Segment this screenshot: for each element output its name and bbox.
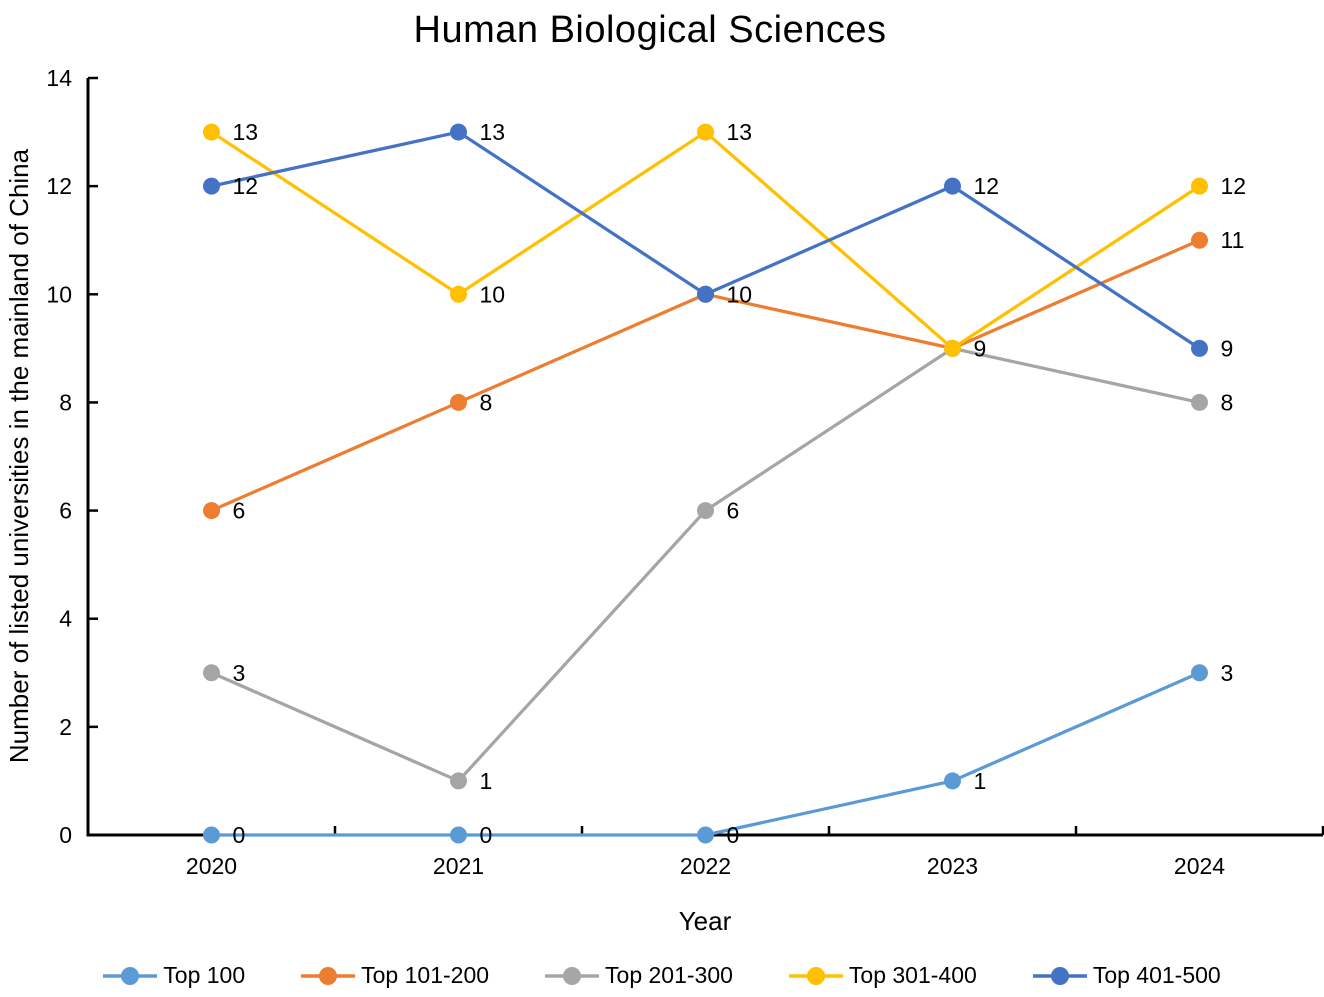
data-point-marker	[697, 123, 714, 141]
legend-item-label: Top 401-500	[1092, 962, 1221, 988]
series-line	[209, 130, 1202, 350]
data-point-marker	[450, 826, 467, 844]
legend-item-top-201-300: Top 201-300	[545, 962, 733, 989]
series-top-101-200	[203, 231, 1208, 520]
y-axis-title: Number of listed universities in the mai…	[4, 148, 34, 763]
series-top-401-500	[203, 123, 1208, 357]
legend-item-label: Top 101-200	[361, 962, 490, 988]
legend-item-top-100: Top 100	[103, 962, 245, 989]
data-point-label: 9	[974, 335, 987, 361]
legend-marker-icon	[788, 966, 843, 985]
data-point-label: 9	[1221, 335, 1234, 361]
data-point-marker	[203, 826, 220, 844]
data-labels: 0 6 3 13 12 0 8 1 10 13 0 10 6 13 1 9 12 3 11 8 12 9	[233, 119, 1247, 848]
legend-marker-icon	[103, 966, 158, 985]
data-point-label: 0	[727, 822, 740, 848]
data-point-marker	[944, 177, 961, 195]
data-point-marker	[697, 285, 714, 303]
legend: Top 100 Top 101-200 Top 201-300 Top 301-400…	[0, 962, 1324, 989]
x-tick-label: 2021	[433, 853, 484, 879]
series-line	[209, 346, 1202, 783]
legend-marker-icon	[545, 966, 600, 985]
data-point-marker	[697, 826, 714, 844]
legend-marker-icon	[1032, 966, 1087, 985]
data-point-marker	[203, 123, 220, 141]
data-point-marker	[450, 285, 467, 303]
legend-item-top-401-500: Top 401-500	[1032, 962, 1221, 989]
data-point-label: 0	[233, 822, 246, 848]
data-point-label: 1	[974, 768, 987, 794]
y-tick-label: 0	[59, 822, 72, 848]
series-line	[209, 671, 1202, 837]
data-point-label: 12	[974, 173, 1000, 199]
data-point-label: 10	[480, 281, 506, 307]
legend-item-label: Top 201-300	[605, 962, 733, 988]
data-point-marker	[203, 502, 220, 520]
y-tick-label: 8	[59, 389, 72, 415]
data-point-marker	[1191, 231, 1208, 249]
data-point-label: 3	[1221, 660, 1234, 686]
data-point-label: 0	[480, 822, 493, 848]
x-tick-label: 2024	[1174, 853, 1225, 879]
y-tick-label: 14	[46, 65, 72, 91]
data-point-label: 12	[233, 173, 259, 199]
series-top-201-300	[203, 339, 1208, 790]
data-point-marker	[1191, 339, 1208, 357]
data-point-marker	[203, 664, 220, 682]
y-tick-label: 12	[46, 173, 72, 199]
data-point-label: 13	[480, 119, 506, 145]
data-point-label: 8	[1221, 389, 1234, 415]
legend-item-top-101-200: Top 101-200	[301, 962, 489, 989]
data-point-label: 6	[233, 498, 246, 524]
data-point-label: 1	[480, 768, 493, 794]
data-point-marker	[1191, 393, 1208, 411]
y-tick-label: 4	[59, 606, 72, 632]
x-axis-title: Year	[679, 906, 732, 936]
data-point-label: 3	[233, 660, 246, 686]
data-point-marker	[450, 393, 467, 411]
data-point-marker	[450, 123, 467, 141]
data-point-label: 8	[480, 389, 493, 415]
data-point-marker	[944, 772, 961, 790]
x-tick-label: 2023	[927, 853, 978, 879]
data-point-marker	[1191, 664, 1208, 682]
data-point-marker	[1191, 177, 1208, 195]
series-line	[209, 238, 1202, 513]
series-lines	[203, 123, 1208, 844]
x-tick-label: 2022	[680, 853, 731, 879]
chart-title: Human Biological Sciences	[414, 9, 887, 51]
y-tick-label: 10	[46, 281, 72, 307]
series-line	[209, 130, 1202, 350]
x-tick-label: 2020	[186, 853, 237, 879]
series-top-100	[203, 664, 1208, 844]
data-point-label: 12	[1221, 173, 1247, 199]
y-tick-label: 6	[59, 498, 72, 524]
y-tick-label: 2	[59, 714, 72, 740]
legend-item-label: Top 100	[163, 962, 246, 988]
legend-item-top-301-400: Top 301-400	[788, 962, 977, 989]
series-top-301-400	[203, 123, 1208, 357]
data-point-marker	[944, 339, 961, 357]
data-point-marker	[697, 502, 714, 520]
legend-item-label: Top 301-400	[848, 962, 977, 988]
legend-marker-icon	[301, 966, 356, 985]
data-point-marker	[450, 772, 467, 790]
data-point-label: 13	[727, 119, 753, 145]
data-point-label: 10	[727, 281, 753, 307]
data-point-marker	[203, 177, 220, 195]
data-point-label: 13	[233, 119, 259, 145]
data-point-label: 11	[1221, 227, 1245, 253]
data-point-label: 6	[727, 498, 740, 524]
